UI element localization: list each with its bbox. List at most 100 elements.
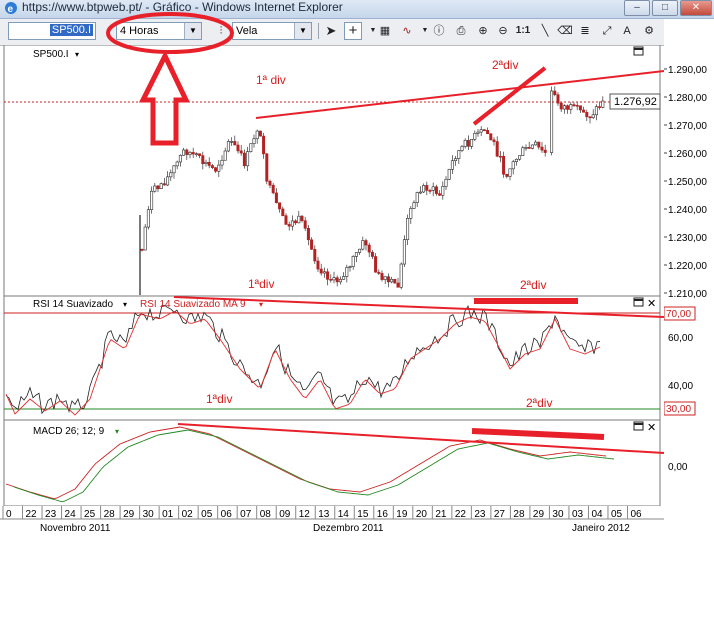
- close-panel-icon[interactable]: ✕: [647, 298, 656, 310]
- maximize-panel-icon[interactable]: [633, 421, 644, 431]
- grid-icon[interactable]: ▦: [379, 25, 391, 37]
- price-divergence-marker: [472, 66, 547, 126]
- candle: [486, 130, 490, 135]
- chevron-down-icon[interactable]: ▼: [184, 23, 201, 39]
- candle: [297, 215, 301, 224]
- candle: [527, 147, 531, 149]
- price-axis-tick: 1.210,00: [668, 289, 707, 300]
- candle: [233, 141, 237, 146]
- trendline-icon[interactable]: ╲: [541, 25, 549, 37]
- close-window-button[interactable]: ✕: [680, 0, 712, 16]
- candle: [492, 139, 496, 142]
- price-axis-tick: 1.270,00: [668, 121, 707, 132]
- x-axis-day-label: 22: [26, 509, 38, 520]
- indicator-icon[interactable]: ∿: [402, 25, 412, 37]
- fibonacci-icon[interactable]: ≣: [580, 25, 590, 37]
- candle: [569, 104, 573, 110]
- rsi-lower-level-box: [663, 401, 696, 416]
- zoom-ratio-button[interactable]: 1:1: [515, 25, 531, 36]
- price-axis-tick: 1.290,00: [668, 65, 707, 76]
- candle: [322, 271, 326, 274]
- x-axis-day-label: 13: [318, 509, 330, 520]
- candle: [489, 133, 493, 141]
- candle: [495, 141, 499, 157]
- symbol-field[interactable]: SP500.I: [8, 22, 96, 40]
- chart-canvas[interactable]: 1.276,92 SP500.I ▾ RSI 14 Suavizado ▾ RS…: [0, 44, 665, 537]
- candle: [358, 248, 362, 253]
- candle: [498, 155, 502, 158]
- settings-icon[interactable]: ⚙: [644, 25, 654, 37]
- candle: [502, 155, 506, 175]
- candle: [162, 183, 166, 186]
- expand-icon[interactable]: ⤢: [602, 25, 612, 37]
- x-axis-day-label: 16: [377, 509, 389, 520]
- candle: [482, 129, 486, 131]
- chevron-down-icon[interactable]: ▼: [421, 27, 429, 34]
- candle: [530, 144, 534, 149]
- rsi-ma-label: RSI 14 Suavizado MA 9: [140, 299, 246, 310]
- macd-divergence-marker: [471, 428, 605, 440]
- text-icon[interactable]: A: [623, 25, 631, 37]
- maximize-button[interactable]: □: [652, 0, 678, 16]
- candle: [326, 271, 330, 280]
- candle: [540, 146, 544, 151]
- minimize-button[interactable]: –: [624, 0, 650, 16]
- month-label: Novembro 2011: [40, 523, 111, 534]
- chevron-down-icon[interactable]: ▾: [115, 427, 119, 436]
- zoom-in-icon[interactable]: ⊕: [478, 25, 488, 37]
- x-axis-day-label: 07: [240, 509, 252, 520]
- chevron-down-icon[interactable]: ▼: [369, 27, 377, 34]
- candle: [406, 217, 410, 240]
- price-panel: [3, 44, 661, 297]
- eraser-icon[interactable]: ⌫: [557, 25, 573, 37]
- highlight-circle: [106, 12, 234, 54]
- price-axis-tick: 1.240,00: [668, 205, 707, 216]
- candle: [582, 109, 586, 113]
- candle: [444, 178, 448, 187]
- price-panel-label: SP500.I: [33, 49, 69, 60]
- close-panel-icon[interactable]: ✕: [647, 422, 656, 434]
- candle: [566, 105, 570, 110]
- maximize-panel-icon[interactable]: [633, 297, 644, 307]
- candle: [284, 215, 288, 225]
- chevron-down-icon[interactable]: ▾: [259, 300, 263, 309]
- chevron-down-icon[interactable]: ▾: [123, 300, 127, 309]
- candle: [303, 220, 307, 229]
- timeframe-select[interactable]: 4 Horas ▼: [116, 22, 202, 40]
- candle: [319, 268, 323, 274]
- candle: [175, 161, 179, 167]
- print-icon[interactable]: ⎙: [456, 25, 466, 37]
- maximize-panel-icon[interactable]: [633, 46, 644, 56]
- x-axis-day-label: 20: [416, 509, 428, 520]
- candle: [278, 202, 282, 210]
- chevron-down-icon[interactable]: ▾: [75, 50, 79, 59]
- candle: [508, 168, 512, 177]
- candlestick-icon[interactable]: ⫶: [219, 25, 223, 37]
- candle: [556, 94, 560, 104]
- crosshair-icon[interactable]: +: [344, 22, 362, 40]
- candle: [594, 106, 598, 116]
- up-arrow-icon: [138, 50, 190, 146]
- x-axis-day-label: 30: [143, 509, 155, 520]
- candle: [575, 105, 579, 107]
- chevron-down-icon[interactable]: ▼: [294, 23, 311, 39]
- candle: [390, 278, 394, 283]
- candle: [329, 279, 333, 281]
- zoom-out-icon[interactable]: ⊖: [498, 25, 508, 37]
- cursor-icon[interactable]: ➤: [325, 23, 337, 38]
- x-axis-day-label: 05: [201, 509, 213, 520]
- chart-area[interactable]: 1.276,92 SP500.I ▾ RSI 14 Suavizado ▾ RS…: [0, 44, 665, 537]
- candle: [201, 155, 205, 164]
- signal-line: [13, 429, 615, 503]
- x-axis-day-label: 12: [299, 509, 311, 520]
- candle: [409, 208, 413, 219]
- x-axis-day-label: 22: [455, 509, 467, 520]
- candle: [562, 105, 566, 110]
- info-icon[interactable]: ⓘ: [433, 25, 445, 37]
- x-axis-day-label: 0: [6, 509, 12, 520]
- candle: [374, 256, 378, 273]
- candle: [178, 154, 182, 163]
- candle: [351, 256, 355, 267]
- candle: [146, 209, 150, 228]
- chart-style-select[interactable]: Vela ▼: [232, 22, 312, 40]
